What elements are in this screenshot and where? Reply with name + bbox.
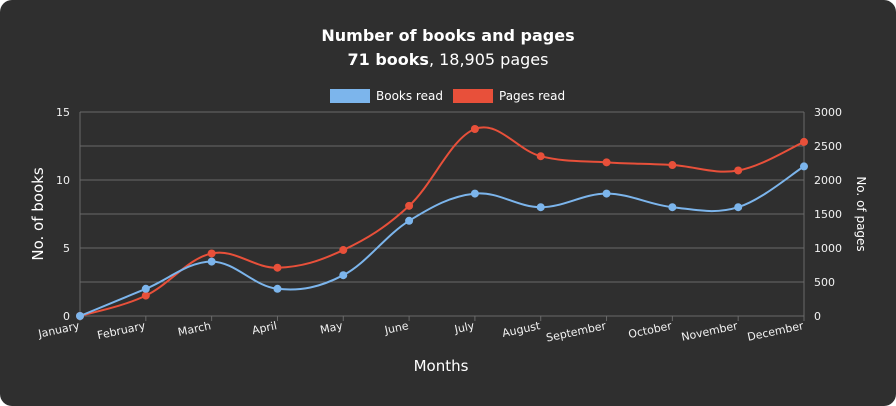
grid-lines [79, 111, 805, 317]
data-point-books[interactable] [141, 284, 150, 293]
series-line-books [79, 165, 805, 317]
x-tick-label: December [746, 319, 805, 344]
right-axis-title: No. of pages [854, 176, 868, 251]
right-tick-label: 0 [814, 310, 821, 323]
right-axis-ticks: 0 500 1000 1500 2000 2500 3000 [814, 106, 842, 323]
x-tick-label: March [177, 319, 213, 339]
subtitle-books: 71 books [347, 50, 429, 69]
x-axis-ticks: January February March April May June July Augu… [36, 316, 805, 345]
legend-pages-label[interactable]: Pages read [499, 89, 565, 103]
left-tick-label: 0 [63, 310, 70, 323]
data-point-pages[interactable] [207, 249, 216, 258]
data-point-pages[interactable] [339, 246, 348, 255]
right-tick-label: 1500 [814, 208, 842, 221]
data-point-pages[interactable] [668, 161, 677, 170]
left-axis-title: No. of books [29, 167, 47, 260]
x-tick-label: July [452, 319, 476, 336]
data-point-books[interactable] [273, 284, 282, 293]
data-point-pages[interactable] [800, 137, 808, 146]
x-tick-label: September [545, 319, 608, 344]
data-point-pages[interactable] [536, 152, 545, 161]
chart-title: Number of books and pages [321, 26, 575, 45]
data-point-books[interactable] [405, 216, 414, 225]
right-tick-label: 500 [814, 276, 835, 289]
x-tick-label: February [96, 319, 147, 342]
legend-books-swatch[interactable] [330, 89, 370, 103]
x-tick-label: April [251, 319, 278, 337]
data-point-books[interactable] [734, 203, 743, 212]
x-tick-label: January [36, 319, 81, 341]
right-tick-label: 1000 [814, 242, 842, 255]
data-point-books[interactable] [76, 312, 84, 320]
right-tick-label: 3000 [814, 106, 842, 119]
x-tick-label: October [627, 319, 673, 341]
x-tick-label: November [680, 319, 739, 344]
subtitle-pages: , 18,905 pages [428, 50, 549, 69]
right-tick-label: 2000 [814, 174, 842, 187]
data-point-books[interactable] [470, 189, 479, 198]
data-point-pages[interactable] [141, 291, 150, 300]
series-line-pages [79, 126, 805, 317]
legend-books-label[interactable]: Books read [376, 89, 443, 103]
data-point-books[interactable] [800, 162, 808, 171]
data-point-pages[interactable] [734, 166, 743, 175]
left-tick-label: 5 [63, 242, 70, 255]
x-tick-label: August [501, 319, 542, 340]
x-tick-label: May [319, 319, 344, 337]
series-lines [76, 125, 808, 320]
data-point-pages[interactable] [602, 158, 611, 167]
legend: Books read Pages read [330, 89, 565, 103]
x-axis-title: Months [414, 357, 469, 375]
legend-pages-swatch[interactable] [453, 89, 493, 103]
data-point-books[interactable] [602, 189, 611, 198]
left-tick-label: 10 [56, 174, 70, 187]
chart-subtitle: 71 books, 18,905 pages [0, 50, 896, 69]
right-tick-label: 2500 [814, 140, 842, 153]
data-point-pages[interactable] [273, 263, 282, 272]
x-tick-label: June [383, 319, 410, 337]
data-point-pages[interactable] [470, 125, 479, 133]
data-point-books[interactable] [207, 257, 216, 266]
data-point-pages[interactable] [405, 201, 414, 210]
left-tick-label: 15 [56, 106, 70, 119]
data-point-books[interactable] [668, 203, 677, 212]
data-point-books[interactable] [536, 203, 545, 212]
left-axis-ticks: 0 5 10 15 [56, 106, 70, 323]
data-point-books[interactable] [339, 271, 348, 280]
